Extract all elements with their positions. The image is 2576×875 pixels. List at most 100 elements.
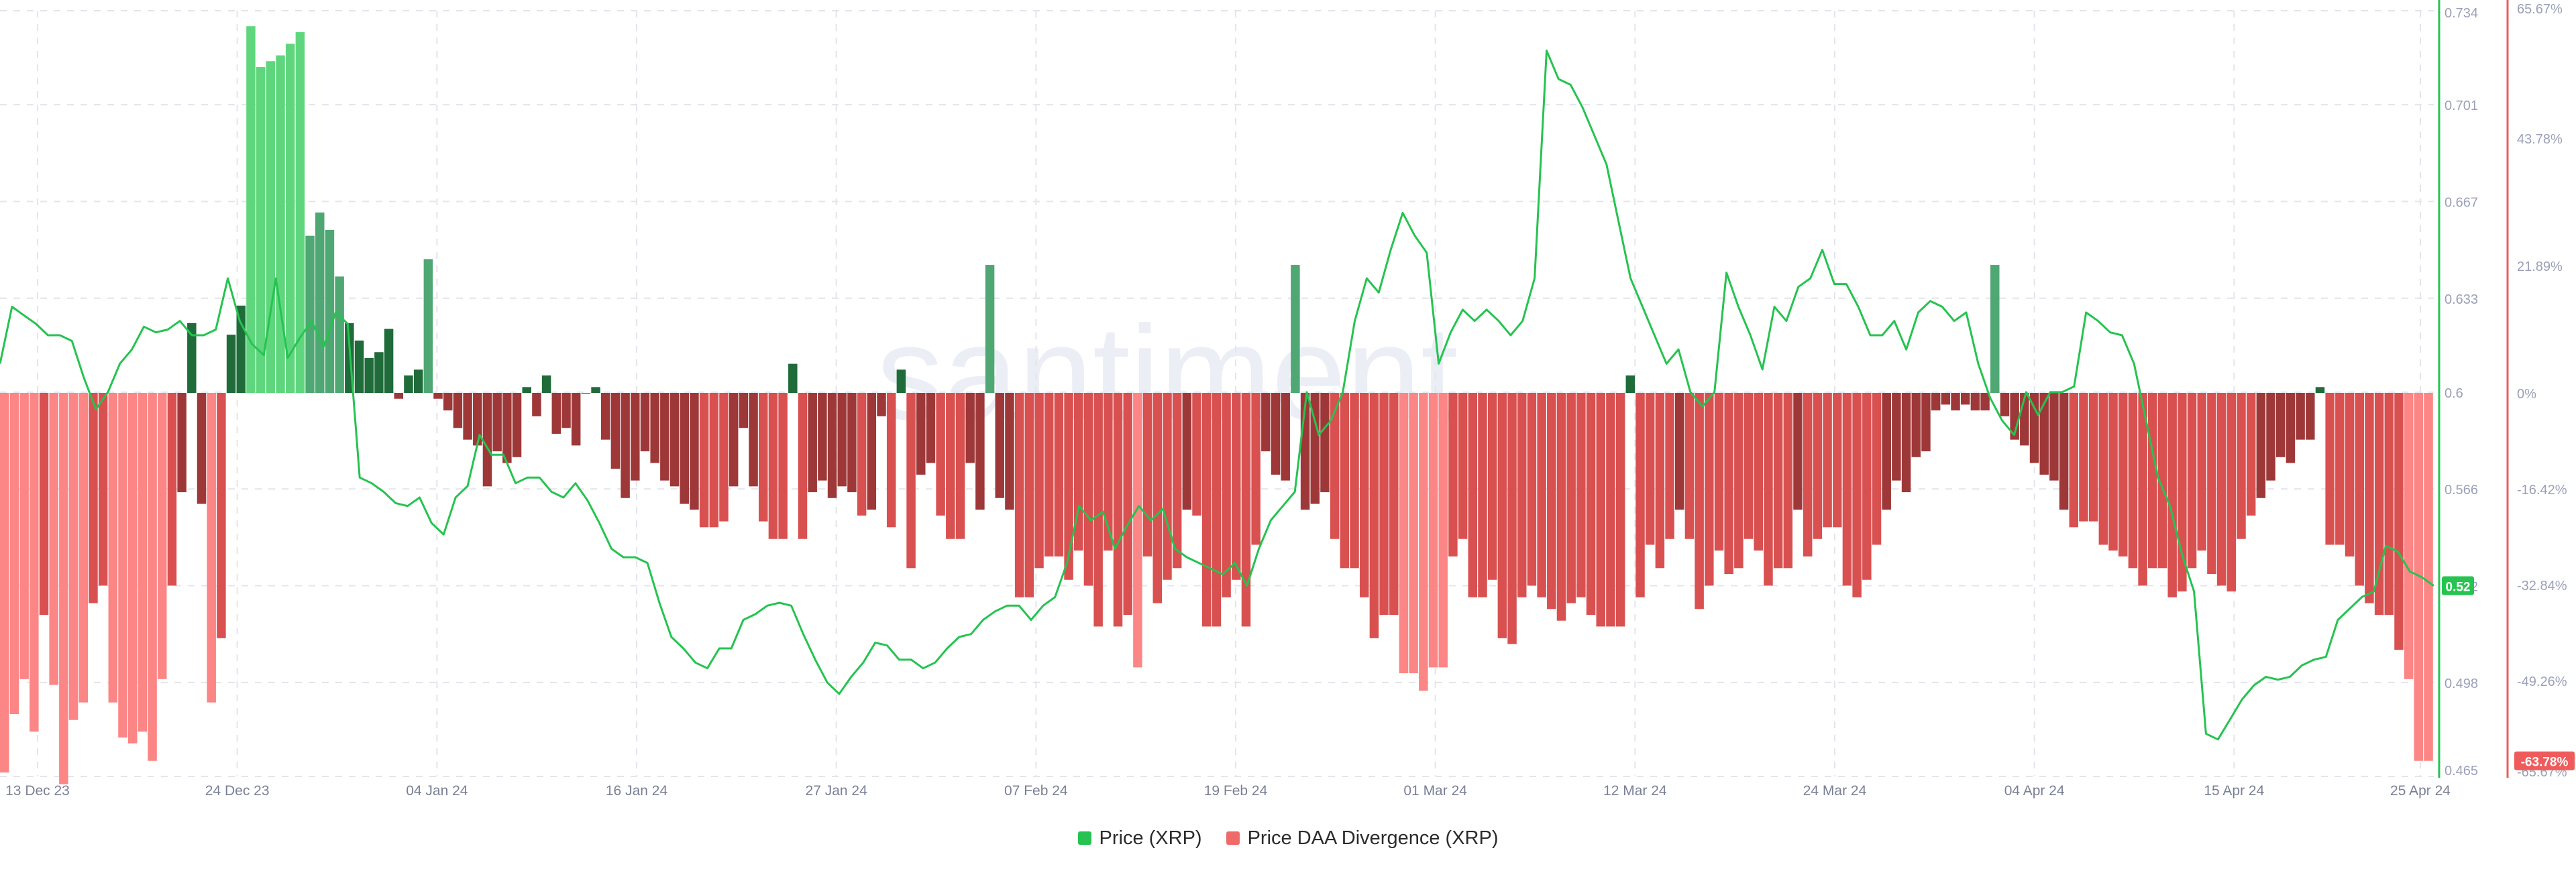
divergence-bar: [30, 393, 39, 732]
divergence-bar: [2226, 393, 2237, 592]
divergence-bar: [551, 393, 561, 434]
divergence-bar: [1606, 393, 1615, 627]
divergence-bar: [2384, 393, 2394, 615]
divergence-bar: [581, 393, 591, 394]
divergence-bar: [1034, 393, 1044, 569]
divergence-bar: [1537, 393, 1546, 597]
price-line: [0, 49, 2434, 741]
divergence-bar: [818, 393, 827, 481]
divergence-bar: [1724, 393, 1733, 575]
divergence-bar: [532, 393, 541, 416]
divergence-bar: [2296, 393, 2305, 440]
divergence-bar: [759, 393, 768, 522]
divergence-bar: [1645, 393, 1655, 545]
divergence-bar: [1714, 393, 1724, 551]
divergence-bar: [1734, 393, 1743, 569]
divergence-bar: [1054, 393, 1064, 557]
price-tick-label: 0.734: [2445, 6, 2478, 21]
divergence-bar: [2394, 393, 2404, 650]
divergence-bar: [837, 393, 847, 487]
divergence-bar: [1852, 393, 1862, 597]
divergence-bar: [78, 393, 88, 703]
legend: Price (XRP) Price DAA Divergence (XRP): [0, 823, 2576, 853]
divergence-bar: [19, 393, 29, 679]
divergence-bar: [1665, 393, 1674, 539]
divergence-bar: [1566, 393, 1576, 603]
divergence-bar: [127, 393, 138, 744]
divergence-bar: [1142, 393, 1152, 557]
divergence-bar: [1232, 393, 1241, 580]
divergence-bar: [1497, 393, 1507, 638]
divergence-bar: [1872, 393, 1882, 545]
divergence-bar: [709, 393, 719, 528]
divergence-bar: [2404, 393, 2414, 679]
price-tick-label: 0.667: [2445, 195, 2478, 210]
divergence-bar: [492, 393, 502, 452]
divergence-bar: [788, 363, 798, 393]
x-tick-label: 13 Dec 23: [5, 783, 70, 799]
divergence-bar: [1487, 393, 1497, 580]
price-tick-label: 0.566: [2445, 483, 2478, 498]
divergence-bar: [808, 393, 817, 493]
divergence-bar: [1635, 393, 1645, 597]
divergence-bar: [827, 393, 837, 498]
divergence-bar: [699, 393, 709, 528]
price-tick-label: 0.6: [2445, 386, 2463, 401]
divergence-bar: [226, 335, 236, 393]
axes: 0.7340.7010.6670.6330.60.5660.5320.4980.…: [5, 0, 2567, 799]
divergence-bar: [2345, 393, 2355, 557]
divergence-bar: [68, 393, 78, 720]
divergence-bar: [2355, 393, 2364, 586]
divergence-tick-label: -32.84%: [2517, 579, 2567, 593]
divergence-bar: [1547, 393, 1556, 609]
divergence-bar: [1212, 393, 1222, 627]
divergence-bar: [1586, 393, 1596, 615]
divergence-bar: [1340, 393, 1350, 569]
divergence-badge-bg: [2514, 751, 2575, 770]
divergence-bar: [1192, 393, 1201, 516]
legend-item-price[interactable]: Price (XRP): [1077, 827, 1202, 850]
divergence-bar: [1980, 393, 1990, 411]
legend-item-divergence[interactable]: Price DAA Divergence (XRP): [1226, 827, 1498, 850]
divergence-bar: [1104, 393, 1113, 551]
divergence-tick-label: -16.42%: [2517, 483, 2567, 498]
divergence-bar: [295, 32, 305, 394]
divergence-bar: [1783, 393, 1793, 569]
divergence-bar: [946, 393, 955, 539]
divergence-bar: [246, 26, 256, 394]
divergence-bar: [975, 393, 985, 510]
divergence-bar: [2325, 393, 2334, 545]
legend-swatch-divergence: [1226, 831, 1240, 845]
divergence-bar: [108, 393, 118, 703]
divergence-bar: [2000, 393, 2010, 416]
divergence-bar: [1409, 393, 1418, 674]
divergence-bar: [719, 393, 729, 522]
divergence-bar: [650, 393, 659, 463]
divergence-bar: [1201, 393, 1212, 627]
divergence-bar: [1468, 393, 1478, 597]
divergence-bar: [1901, 393, 1911, 493]
divergence-bar: [1941, 393, 1951, 405]
divergence-bar: [1044, 393, 1054, 557]
divergence-bar: [867, 393, 877, 510]
divergence-bar: [1695, 393, 1704, 609]
divergence-bar: [798, 393, 808, 539]
divergence-bar: [39, 393, 49, 615]
divergence-bar: [1527, 393, 1537, 586]
divergence-bar: [1291, 265, 1300, 393]
x-tick-label: 07 Feb 24: [1004, 783, 1068, 799]
divergence-bar: [778, 393, 788, 539]
divergence-bar: [1478, 393, 1487, 597]
divergence-bar: [118, 393, 127, 738]
divergence-bar: [98, 393, 108, 586]
divergence-bar: [197, 393, 207, 504]
x-tick-label: 15 Apr 24: [2204, 783, 2264, 799]
divergence-bar: [374, 352, 384, 393]
divergence-bar: [1251, 393, 1260, 545]
divergence-bar: [1931, 393, 1941, 411]
divergence-bar: [1448, 393, 1458, 557]
divergence-bar: [2167, 393, 2177, 597]
divergence-bar: [423, 259, 433, 393]
